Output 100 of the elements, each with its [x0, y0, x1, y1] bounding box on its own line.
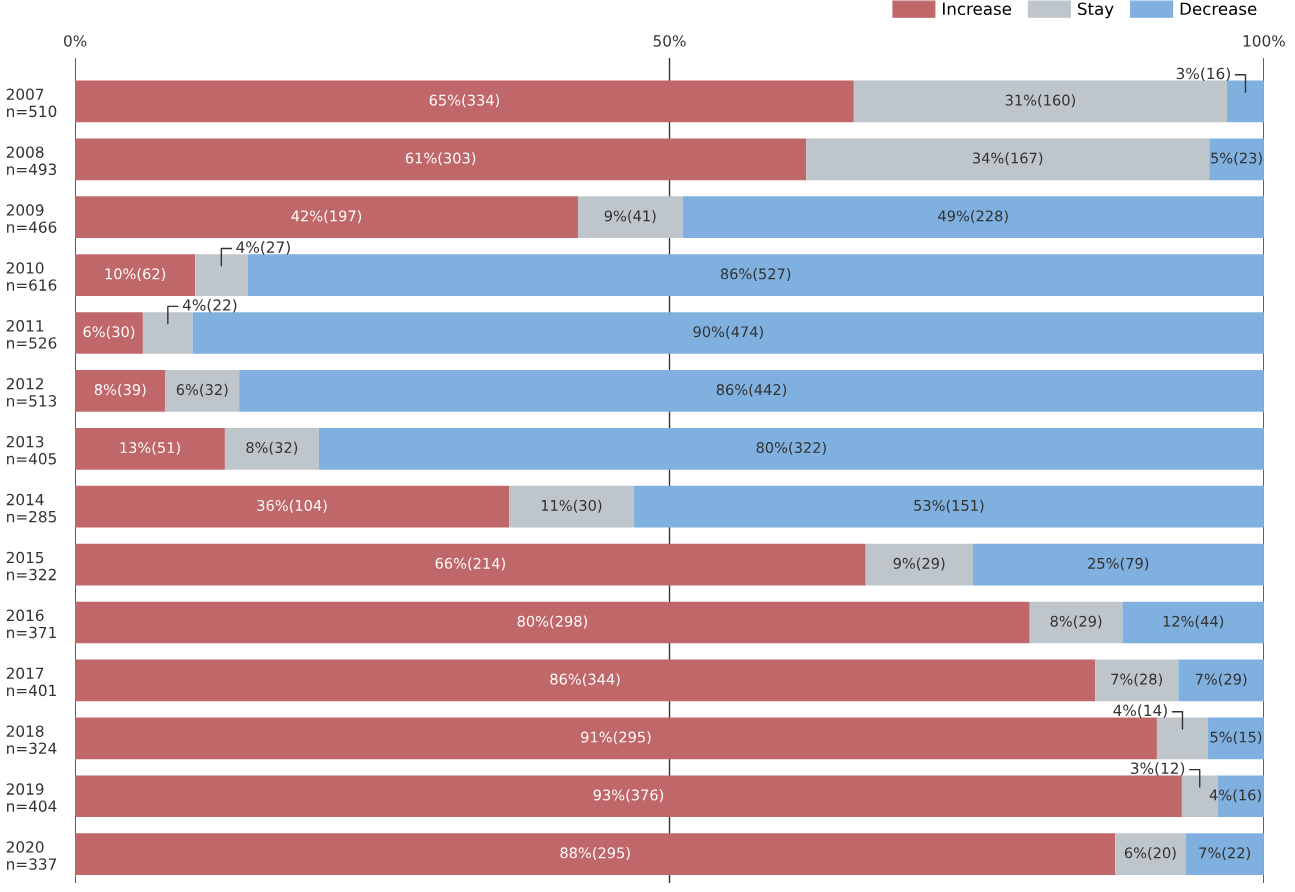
- data-label: 5%(23): [1211, 152, 1262, 166]
- data-label: 25%(79): [1088, 557, 1149, 571]
- y-tick-label: 2019 n=404: [6, 783, 57, 812]
- bar: [75, 601, 1030, 644]
- x-tick-label: 0%: [64, 35, 87, 47]
- bar: [239, 370, 1264, 412]
- bar: [1095, 659, 1179, 702]
- data-label: 31%(160): [1005, 94, 1075, 108]
- data-label: 5%(15): [1210, 731, 1262, 745]
- bar: [972, 543, 1264, 586]
- data-label: 13%(51): [120, 441, 180, 455]
- bar: [75, 196, 578, 239]
- y-tick-label: 2018 n=324: [6, 725, 57, 755]
- bar: [865, 543, 973, 586]
- data-label: 7%(28): [1111, 673, 1162, 687]
- bar: [806, 138, 1210, 181]
- y-tick-label: 2017 n=401: [6, 667, 56, 697]
- data-label: 88%(295): [560, 847, 630, 861]
- bar: [853, 80, 1228, 123]
- bar: [165, 370, 240, 412]
- data-label: 66%(214): [435, 557, 505, 571]
- data-label: 6%(32): [176, 383, 228, 397]
- y-tick-label: 2013 n=405: [6, 435, 56, 465]
- y-tick-label: 2016 n=371: [6, 609, 56, 639]
- data-label: 65%(334): [429, 94, 500, 108]
- data-label: 53%(151): [914, 499, 984, 513]
- data-label: 4%(27): [236, 241, 290, 255]
- bar: [1122, 601, 1264, 644]
- data-label: 7%(22): [1199, 847, 1250, 861]
- bar: [1029, 601, 1123, 644]
- bar: [1178, 659, 1264, 702]
- data-label: 86%(527): [720, 268, 791, 282]
- y-tick-label: 2007 n=510: [6, 88, 57, 118]
- x-tick-label: 100%: [1243, 35, 1285, 47]
- bar: [1208, 717, 1264, 760]
- data-label: 6%(20): [1124, 847, 1176, 861]
- data-label: 4%(22): [182, 299, 237, 313]
- bar: [577, 196, 683, 239]
- x-tick-label: 50%: [653, 35, 686, 47]
- bar: [75, 485, 510, 528]
- bar: [75, 659, 1096, 702]
- data-label: 10%(62): [105, 268, 166, 282]
- data-label: 9%(29): [893, 557, 945, 571]
- data-label: 3%(16): [1176, 67, 1230, 81]
- bar: [75, 775, 1182, 818]
- data-label: 36%(104): [257, 499, 327, 513]
- data-label: 91%(295): [581, 731, 651, 745]
- y-tick-label: 2020 n=337: [6, 841, 56, 870]
- data-label: 86%(442): [716, 383, 787, 397]
- data-label: 8%(39): [94, 383, 146, 397]
- bar: [75, 370, 166, 412]
- bar: [509, 485, 634, 528]
- data-label: 8%(32): [246, 441, 298, 455]
- data-label: 7%(29): [1195, 673, 1247, 687]
- bar: [633, 485, 1264, 528]
- bar: [75, 254, 196, 296]
- y-tick-label: 2014 n=285: [6, 493, 56, 523]
- bar: [192, 312, 1264, 354]
- data-label: 3%(12): [1131, 762, 1185, 776]
- bar: [1185, 833, 1264, 875]
- bar: [1115, 833, 1186, 875]
- data-label: 34%(167): [973, 152, 1043, 166]
- bar: [247, 254, 1264, 296]
- bar: [1156, 717, 1209, 760]
- y-tick-label: 2008 n=493: [6, 146, 57, 176]
- data-label: 8%(29): [1050, 615, 1102, 629]
- bar: [1227, 80, 1264, 123]
- data-label: 12%(44): [1163, 615, 1224, 629]
- bar: [142, 312, 193, 354]
- data-label: 4%(14): [1113, 704, 1167, 718]
- data-label: 9%(41): [604, 210, 656, 224]
- data-label: 42%(197): [291, 210, 362, 224]
- data-label: 6%(30): [83, 325, 135, 339]
- data-label: 61%(303): [405, 152, 476, 166]
- bar: [75, 833, 1116, 875]
- bar: [682, 196, 1264, 239]
- bar: [75, 427, 225, 470]
- data-label: 86%(344): [550, 673, 620, 687]
- data-label: 4%(16): [1209, 789, 1261, 803]
- legend-label: Increase: [943, 2, 1012, 16]
- data-label: 93%(376): [593, 789, 664, 803]
- data-label: 80%(322): [756, 441, 826, 455]
- bar: [224, 427, 319, 470]
- data-label: 49%(228): [938, 210, 1008, 224]
- bar: [75, 138, 807, 181]
- y-tick-label: 2015 n=322: [6, 551, 56, 581]
- data-label: 80%(298): [517, 615, 587, 629]
- legend-label: Stay: [1078, 2, 1114, 19]
- y-tick-label: 2012 n=513: [6, 377, 57, 407]
- bar: [75, 543, 866, 586]
- bar: [75, 717, 1157, 760]
- bar: [195, 254, 248, 296]
- data-label: 11%(30): [541, 499, 602, 513]
- legend-label: Decrease: [1180, 2, 1257, 16]
- data-label: 90%(474): [693, 325, 763, 339]
- y-tick-label: 2011 n=526: [6, 320, 57, 349]
- y-tick-label: 2009 n=466: [6, 204, 57, 233]
- bar: [318, 427, 1264, 470]
- bar: [75, 312, 143, 354]
- bar: [1209, 138, 1264, 181]
